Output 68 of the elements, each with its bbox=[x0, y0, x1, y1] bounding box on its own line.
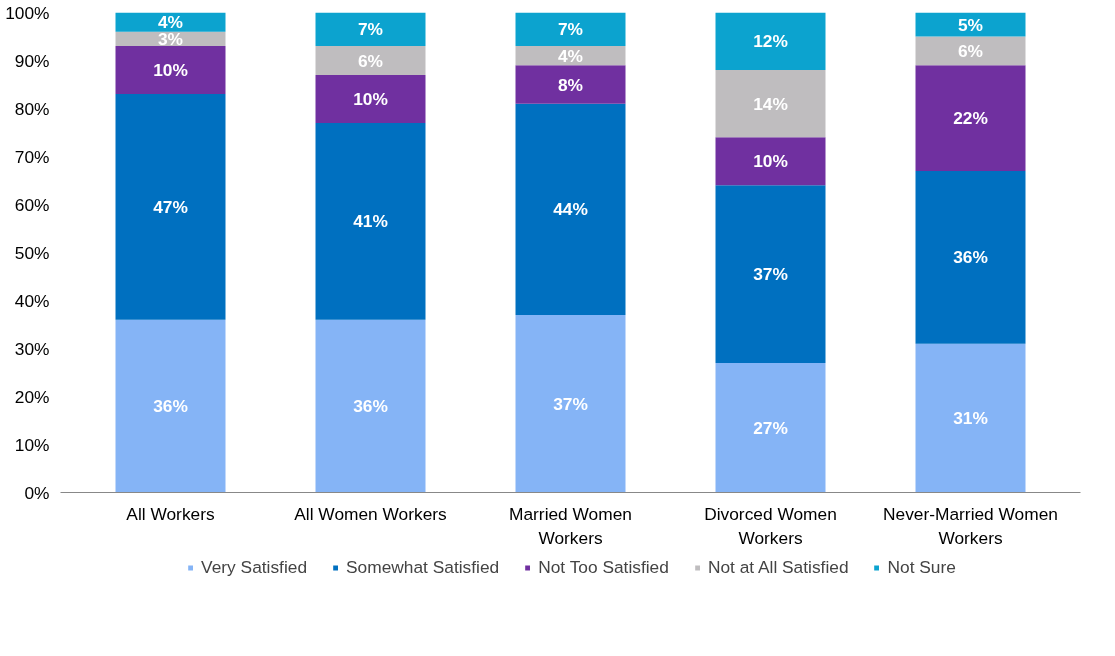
legend-label: Not Too Satisfied bbox=[538, 556, 669, 578]
data-label: 41% bbox=[353, 211, 388, 232]
bar bbox=[915, 36, 1026, 66]
y-tick-label: 20% bbox=[14, 386, 50, 407]
bar bbox=[715, 137, 826, 186]
bar bbox=[315, 74, 426, 123]
bar bbox=[315, 319, 426, 493]
data-label: 6% bbox=[957, 40, 984, 61]
data-label: 14% bbox=[753, 93, 788, 114]
bar bbox=[315, 12, 426, 47]
data-label: 10% bbox=[153, 60, 188, 81]
y-tick-label: 0% bbox=[24, 482, 50, 503]
x-tick-label: Married Women Workers bbox=[509, 503, 632, 548]
data-label: 22% bbox=[953, 108, 988, 129]
bar bbox=[515, 65, 626, 104]
y-tick-label: 30% bbox=[14, 338, 50, 359]
data-label: 37% bbox=[753, 264, 788, 285]
bar bbox=[515, 314, 626, 493]
bar bbox=[915, 12, 1026, 37]
data-label: 31% bbox=[953, 408, 988, 429]
bar bbox=[515, 103, 626, 315]
bar bbox=[315, 122, 426, 320]
legend-label: Not Sure bbox=[887, 556, 956, 578]
bar bbox=[515, 46, 626, 66]
data-label: 10% bbox=[753, 151, 788, 172]
data-label: 8% bbox=[557, 74, 584, 95]
x-tick-label: Divorced Women Workers bbox=[704, 503, 837, 548]
data-label: 37% bbox=[553, 393, 588, 414]
data-label: 4% bbox=[557, 45, 584, 66]
bar bbox=[515, 12, 626, 47]
bar bbox=[115, 94, 226, 320]
y-tick-label: 100% bbox=[5, 2, 50, 23]
bar bbox=[715, 70, 826, 138]
data-label: 36% bbox=[353, 396, 388, 417]
data-label: 7% bbox=[357, 19, 384, 40]
y-tick-label: 60% bbox=[14, 194, 50, 215]
data-label: 6% bbox=[357, 50, 384, 71]
y-tick-label: 10% bbox=[14, 434, 50, 455]
y-tick-label: 90% bbox=[14, 50, 50, 71]
x-tick-label: Never-Married Women Workers bbox=[883, 503, 1058, 548]
data-label: 44% bbox=[553, 199, 588, 220]
bar bbox=[915, 343, 1026, 493]
bar bbox=[115, 46, 226, 95]
data-label: 5% bbox=[957, 14, 984, 35]
data-label: 47% bbox=[153, 196, 188, 217]
data-label: 12% bbox=[753, 31, 788, 52]
y-tick-label: 50% bbox=[14, 242, 50, 263]
bar bbox=[115, 319, 226, 493]
x-tick-label: All Workers bbox=[126, 503, 215, 524]
data-label: 36% bbox=[153, 396, 188, 417]
bar bbox=[715, 185, 826, 363]
legend-label: Not at All Satisfied bbox=[707, 556, 849, 578]
y-tick-label: 80% bbox=[14, 98, 50, 119]
data-label: 7% bbox=[557, 19, 584, 40]
data-label: 36% bbox=[953, 247, 988, 268]
bar bbox=[715, 362, 826, 493]
bar bbox=[315, 46, 426, 75]
bar bbox=[915, 65, 1026, 171]
data-label: 10% bbox=[353, 88, 388, 109]
x-tick-label: All Women Workers bbox=[294, 503, 448, 524]
legend-label: Very Satisfied bbox=[201, 556, 308, 578]
bar bbox=[715, 12, 826, 71]
legend-label: Somewhat Satisfied bbox=[346, 556, 500, 578]
y-tick-label: 40% bbox=[14, 290, 50, 311]
y-tick-label: 70% bbox=[14, 146, 50, 167]
bar bbox=[115, 12, 226, 32]
bar bbox=[915, 170, 1026, 344]
data-label: 27% bbox=[753, 417, 788, 438]
